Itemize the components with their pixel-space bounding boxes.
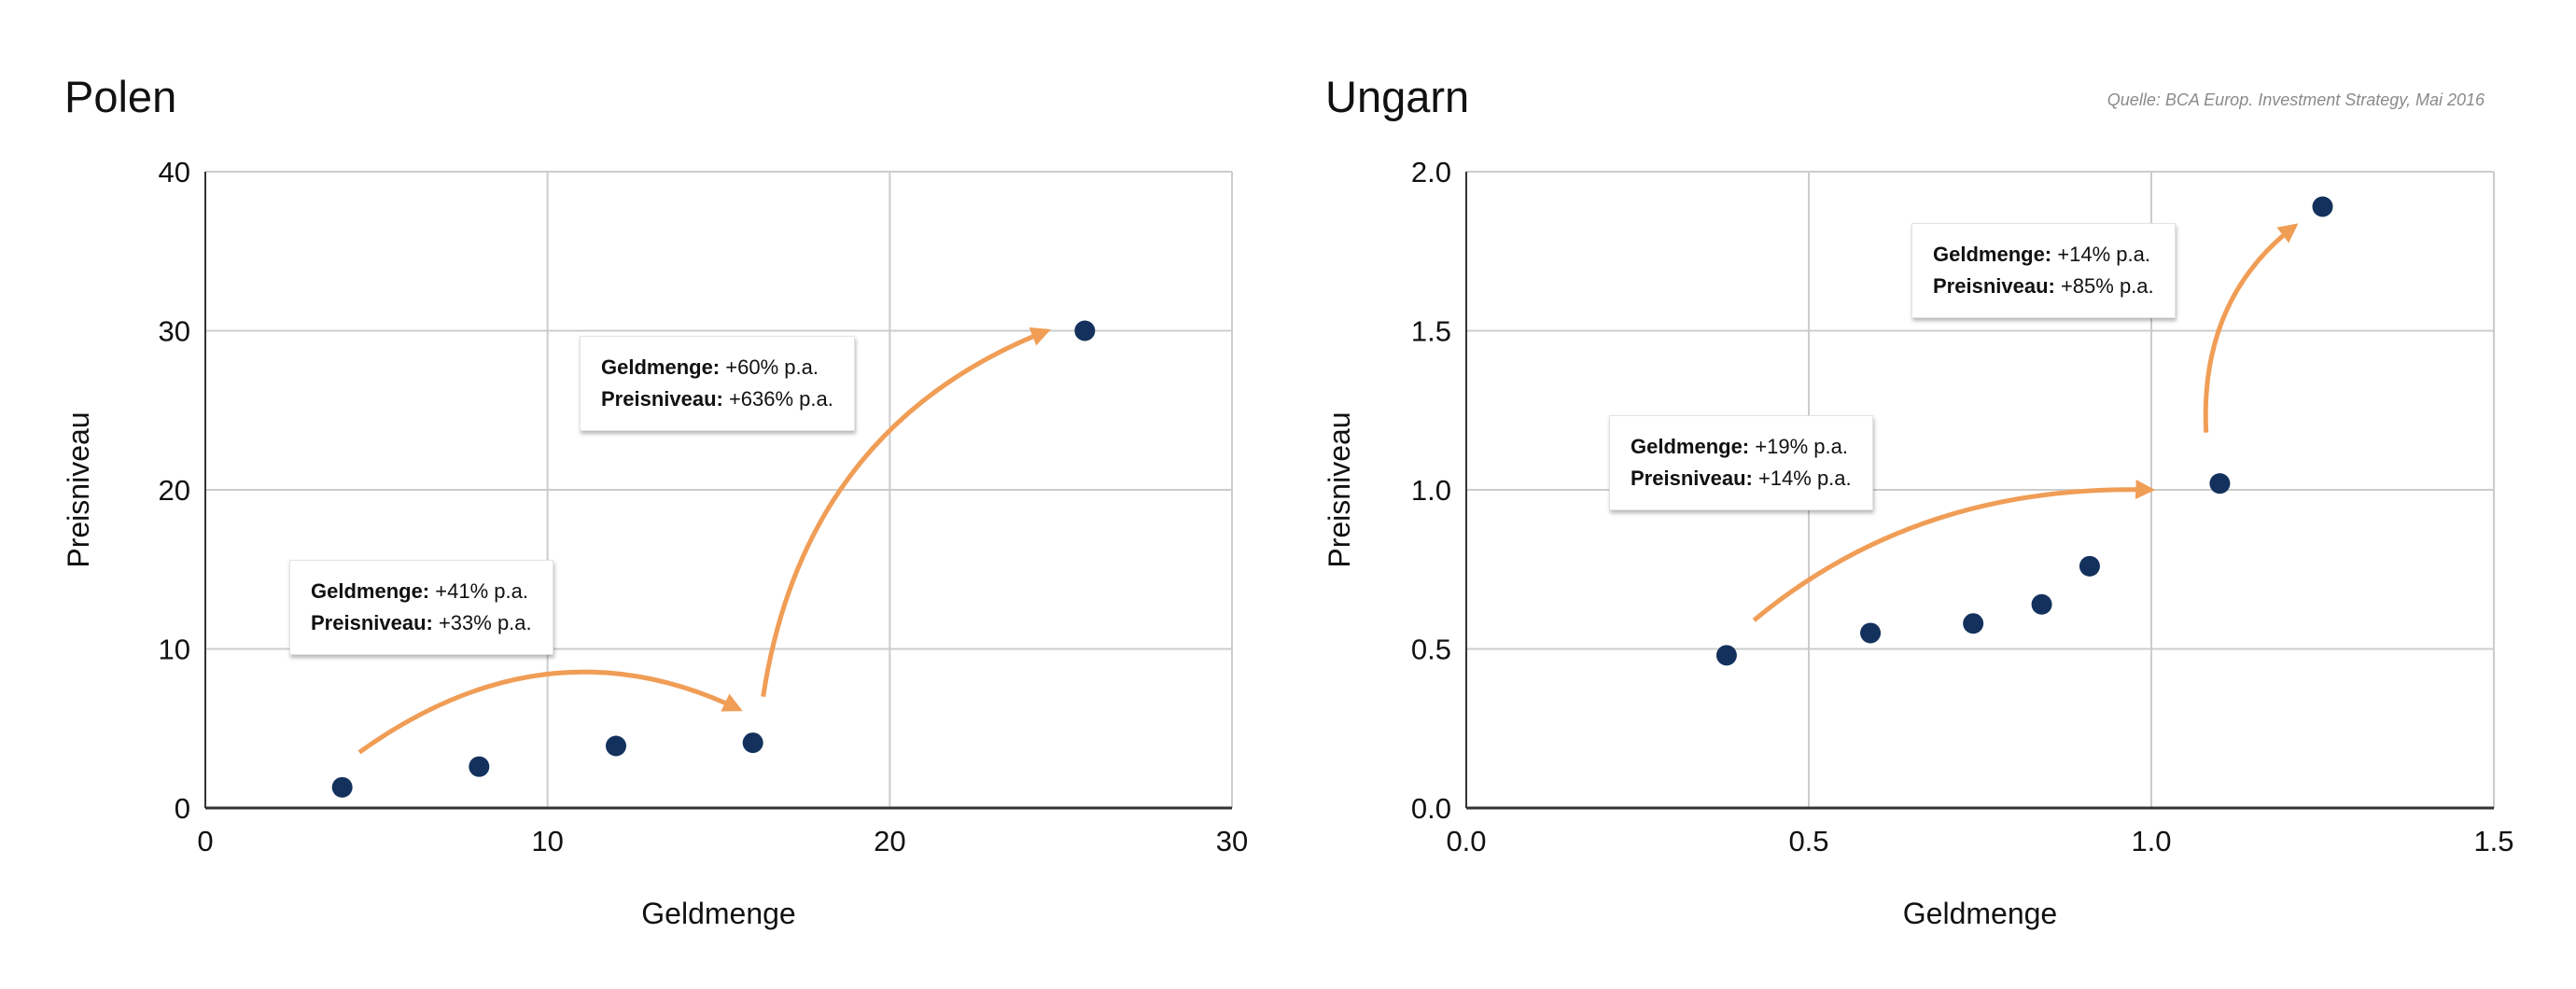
annotation-line: Preisniveau: +85% p.a.	[1933, 271, 2154, 302]
annotation-label: Preisniveau:	[601, 387, 723, 411]
y-axis-label: Preisniveau	[62, 411, 95, 567]
annotation-label: Preisniveau:	[1631, 467, 1753, 490]
chart-title-polen: Polen	[64, 72, 177, 121]
annotation-label: Geldmenge:	[311, 579, 430, 603]
annotation-value: +41% p.a.	[429, 579, 528, 603]
annotation-value: +636% p.a.	[722, 387, 833, 411]
chart-panel-ungarn: 0.0 0.5 1.0 1.5 0.0 0.5 1.0 1.5 2.0 Geldmenge Prei…	[1323, 156, 2514, 930]
annotation-label: Geldmenge:	[1933, 243, 2052, 266]
x-tick-label: 30	[1216, 825, 1248, 857]
trend-arrow	[1752, 480, 2156, 622]
annotation-box-ungarn-2: Geldmenge: +14% p.a. Preisniveau: +85% p…	[1911, 223, 2176, 318]
annotation-label: Geldmenge:	[601, 355, 721, 379]
chart-panel-polen: 0 10 20 30 0 10 20 30 40 Geldmenge Preisniveau	[62, 156, 1248, 930]
annotation-value: +60% p.a.	[720, 355, 819, 379]
data-point	[331, 776, 353, 798]
x-tick-label: 0	[197, 825, 213, 857]
x-tick-label: 1.0	[2131, 825, 2171, 857]
y-tick-label: 10	[159, 634, 190, 666]
x-axis-label: Geldmenge	[1903, 897, 2057, 930]
annotation-label: Preisniveau:	[311, 611, 433, 634]
y-tick-label: 0	[175, 792, 190, 825]
y-tick-label: 40	[159, 156, 190, 188]
data-point	[2079, 555, 2100, 577]
data-point	[742, 732, 763, 754]
annotation-line: Geldmenge: +19% p.a.	[1631, 431, 1852, 463]
x-tick-label: 10	[531, 825, 563, 857]
annotation-line: Geldmenge: +41% p.a.	[311, 576, 532, 607]
annotation-line: Preisniveau: +636% p.a.	[601, 383, 833, 415]
annotation-value: +14% p.a.	[2051, 243, 2150, 266]
annotation-line: Geldmenge: +60% p.a.	[601, 352, 833, 383]
y-axis-label: Preisniveau	[1323, 411, 1356, 567]
annotation-value: +19% p.a.	[1749, 435, 1848, 458]
data-point	[606, 735, 626, 757]
source-note: Quelle: BCA Europ. Investment Strategy, …	[2107, 91, 2485, 109]
annotation-value: +33% p.a.	[432, 611, 532, 634]
trend-arrow	[357, 669, 743, 755]
annotation-label: Preisniveau:	[1933, 274, 2055, 298]
x-tick-label: 1.5	[2473, 825, 2513, 857]
x-tick-label: 0.0	[1446, 825, 1486, 857]
annotation-value: +85% p.a.	[2054, 274, 2154, 298]
chart-title-ungarn: Ungarn	[1325, 72, 1470, 121]
data-point	[1860, 622, 1882, 644]
x-tick-label: 20	[874, 825, 905, 857]
annotation-box-polen-1: Geldmenge: +41% p.a. Preisniveau: +33% p…	[289, 560, 553, 655]
y-tick-label: 1.0	[1411, 474, 1451, 507]
data-point	[2312, 196, 2333, 217]
annotation-value: +14% p.a.	[1752, 467, 1852, 490]
y-tick-label: 0.0	[1411, 792, 1451, 825]
data-point	[2209, 473, 2231, 494]
data-point	[1715, 645, 1737, 666]
annotation-line: Preisniveau: +33% p.a.	[311, 607, 532, 639]
annotation-line: Preisniveau: +14% p.a.	[1631, 463, 1852, 494]
y-tick-label: 1.5	[1411, 315, 1451, 348]
data-point	[1074, 320, 1096, 341]
data-point	[469, 756, 490, 777]
trend-arrow	[2203, 223, 2299, 433]
annotation-label: Geldmenge:	[1631, 435, 1750, 458]
x-axis-label: Geldmenge	[641, 897, 795, 930]
y-tick-label: 20	[159, 474, 190, 507]
data-point	[2031, 593, 2052, 615]
x-tick-label: 0.5	[1788, 825, 1828, 857]
y-tick-label: 2.0	[1411, 156, 1451, 188]
y-tick-label: 30	[159, 315, 190, 348]
annotation-box-polen-2: Geldmenge: +60% p.a. Preisniveau: +636% …	[580, 336, 855, 431]
data-point	[1963, 613, 1984, 634]
trend-arrow	[761, 327, 1051, 698]
annotation-line: Geldmenge: +14% p.a.	[1933, 239, 2154, 271]
annotation-box-ungarn-1: Geldmenge: +19% p.a. Preisniveau: +14% p…	[1609, 415, 1873, 510]
y-tick-label: 0.5	[1411, 634, 1451, 666]
